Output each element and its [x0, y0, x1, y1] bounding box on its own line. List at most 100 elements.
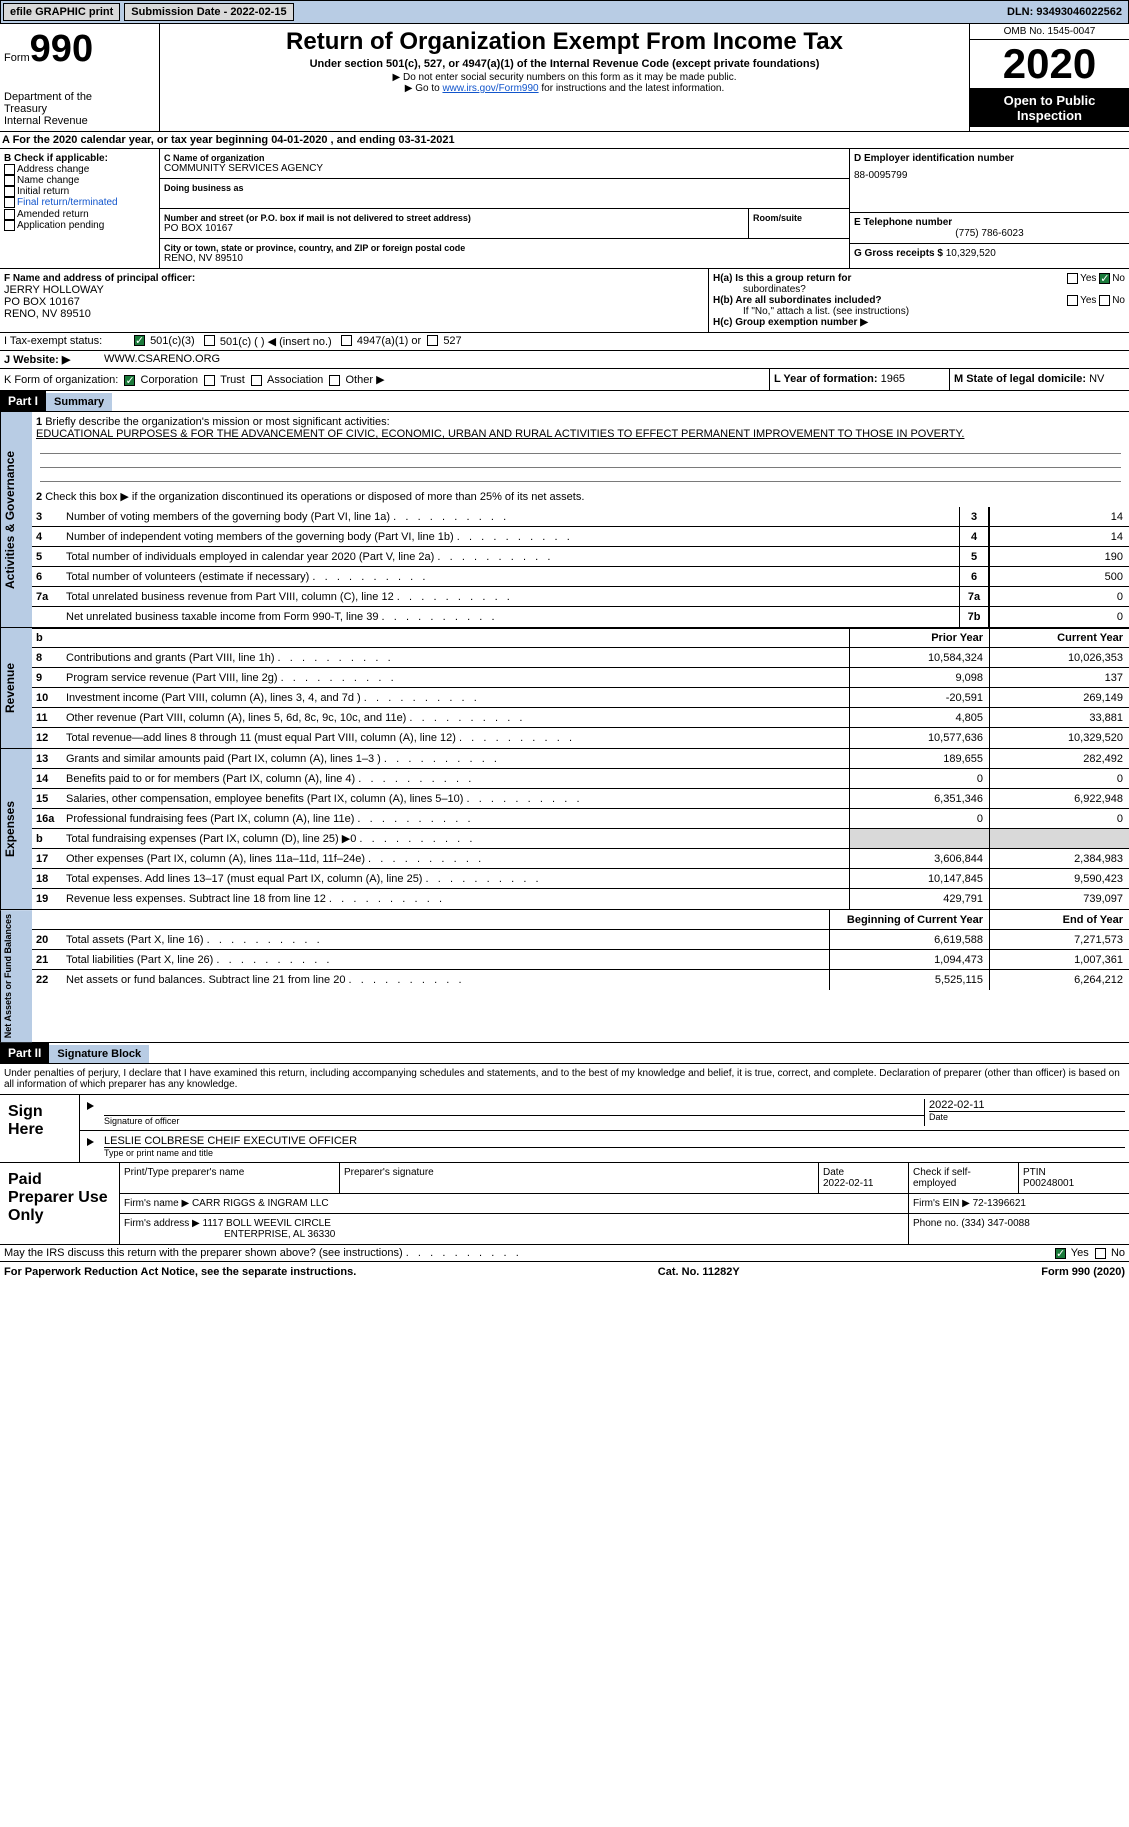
end-value: 6,264,212	[989, 970, 1129, 990]
footer-mid: Cat. No. 11282Y	[658, 1266, 740, 1278]
line-box: 6	[959, 567, 989, 586]
officer-name-title: LESLIE COLBRESE CHEIF EXECUTIVE OFFICER	[104, 1135, 1125, 1147]
state-domicile: NV	[1089, 373, 1104, 385]
current-value: 10,329,520	[989, 728, 1129, 748]
line-num: 5	[32, 549, 62, 565]
revenue-section: Revenue b Prior Year Current Year 8Contr…	[0, 628, 1129, 749]
gross-receipts: 10,329,520	[946, 248, 996, 259]
prior-value	[849, 829, 989, 848]
dba-label: Doing business as	[164, 183, 845, 193]
ha-no-check[interactable]	[1099, 273, 1110, 284]
line-desc: Contributions and grants (Part VIII, lin…	[62, 650, 849, 666]
side-label-revenue: Revenue	[0, 628, 32, 748]
sign-here-label: Sign Here	[0, 1095, 80, 1162]
check-address-change[interactable]	[4, 164, 15, 175]
check-initial-return[interactable]	[4, 186, 15, 197]
line-value: 0	[989, 587, 1129, 606]
prior-value: 10,584,324	[849, 648, 989, 667]
form-number: 990	[30, 28, 93, 70]
firm-name-label: Firm's name ▶	[124, 1198, 189, 1209]
check-501c[interactable]	[204, 335, 215, 346]
discuss-yes-check[interactable]	[1055, 1248, 1066, 1259]
box-i-row: I Tax-exempt status: 501(c)(3) 501(c) ( …	[0, 333, 1129, 351]
current-value: 6,922,948	[989, 789, 1129, 808]
paid-preparer-block: Paid Preparer Use Only Print/Type prepar…	[0, 1163, 1129, 1245]
line2-text: Check this box ▶ if the organization dis…	[45, 491, 584, 503]
hb-note: If "No," attach a list. (see instruction…	[713, 306, 1125, 317]
current-value: 2,384,983	[989, 849, 1129, 868]
firm-phone-label: Phone no.	[913, 1218, 959, 1229]
current-value	[989, 829, 1129, 848]
form990-link[interactable]: www.irs.gov/Form990	[442, 83, 538, 94]
activities-governance-section: Activities & Governance 1 Briefly descri…	[0, 412, 1129, 628]
check-other[interactable]	[329, 375, 340, 386]
line-num: 14	[32, 771, 62, 787]
website-value: WWW.CSARENO.ORG	[104, 353, 220, 366]
line-box: 4	[959, 527, 989, 546]
line-desc: Program service revenue (Part VIII, line…	[62, 670, 849, 686]
prior-value: 9,098	[849, 668, 989, 687]
line-desc: Net unrelated business taxable income fr…	[62, 609, 959, 625]
hb-yes-check[interactable]	[1067, 295, 1078, 306]
check-association[interactable]	[251, 375, 262, 386]
line-num: 20	[32, 932, 62, 948]
paid-preparer-label: Paid Preparer Use Only	[0, 1163, 120, 1244]
line-num: 8	[32, 650, 62, 666]
check-501c3[interactable]	[134, 335, 145, 346]
line-desc: Total liabilities (Part X, line 26)	[62, 952, 829, 968]
line-value: 0	[989, 607, 1129, 627]
check-final-return[interactable]	[4, 197, 15, 208]
sig-date: 2022-02-11	[929, 1099, 1125, 1111]
current-value: 282,492	[989, 749, 1129, 768]
check-name-change[interactable]	[4, 175, 15, 186]
prior-value: 10,577,636	[849, 728, 989, 748]
firm-ein: 72-1396621	[973, 1198, 1026, 1209]
discuss-no-check[interactable]	[1095, 1248, 1106, 1259]
form-word: Form	[4, 52, 30, 64]
box-f-label: F Name and address of principal officer:	[4, 273, 704, 284]
box-c-name-label: C Name of organization	[164, 153, 845, 163]
officer-addr2: RENO, NV 89510	[4, 308, 704, 320]
check-corporation[interactable]	[124, 375, 135, 386]
end-value: 7,271,573	[989, 930, 1129, 949]
expenses-section: Expenses 13Grants and similar amounts pa…	[0, 749, 1129, 910]
firm-name: CARR RIGGS & INGRAM LLC	[192, 1198, 329, 1209]
arrow-icon	[87, 1138, 94, 1146]
line-desc: Number of voting members of the governin…	[62, 509, 959, 525]
line-num: 3	[32, 509, 62, 525]
line-desc: Total revenue—add lines 8 through 11 (mu…	[62, 730, 849, 746]
current-value: 10,026,353	[989, 648, 1129, 667]
type-name-label: Type or print name and title	[104, 1147, 1125, 1158]
begin-value: 5,525,115	[829, 970, 989, 990]
line-desc: Total number of volunteers (estimate if …	[62, 569, 959, 585]
check-trust[interactable]	[204, 375, 215, 386]
year-formation: 1965	[881, 373, 905, 385]
open-to-public: Open to PublicInspection	[970, 89, 1129, 127]
org-name: COMMUNITY SERVICES AGENCY	[164, 163, 845, 174]
check-527[interactable]	[427, 335, 438, 346]
end-year-header: End of Year	[989, 910, 1129, 929]
prior-value: 6,351,346	[849, 789, 989, 808]
line-num: 22	[32, 972, 62, 988]
efile-print-button[interactable]: efile GRAPHIC print	[3, 3, 120, 21]
line-num	[32, 615, 62, 619]
box-b-title: B Check if applicable:	[4, 153, 155, 164]
check-4947[interactable]	[341, 335, 352, 346]
hb-no-check[interactable]	[1099, 295, 1110, 306]
current-value: 269,149	[989, 688, 1129, 707]
prior-year-header: Prior Year	[849, 629, 989, 647]
prior-value: 0	[849, 809, 989, 828]
line-num: 4	[32, 529, 62, 545]
ha-yes-check[interactable]	[1067, 273, 1078, 284]
sign-here-block: Sign Here Signature of officer 2022-02-1…	[0, 1095, 1129, 1163]
check-amended-return[interactable]	[4, 209, 15, 220]
addr-label: Number and street (or P.O. box if mail i…	[164, 213, 744, 223]
check-application-pending[interactable]	[4, 220, 15, 231]
ein-value: 88-0095799	[854, 170, 1125, 181]
line1-label: Briefly describe the organization's miss…	[45, 416, 389, 428]
box-j-label: J Website: ▶	[4, 353, 104, 366]
prior-value: 3,606,844	[849, 849, 989, 868]
form-note1: ▶ Do not enter social security numbers o…	[164, 72, 965, 83]
current-value: 0	[989, 809, 1129, 828]
firm-phone: (334) 347-0088	[961, 1218, 1029, 1229]
